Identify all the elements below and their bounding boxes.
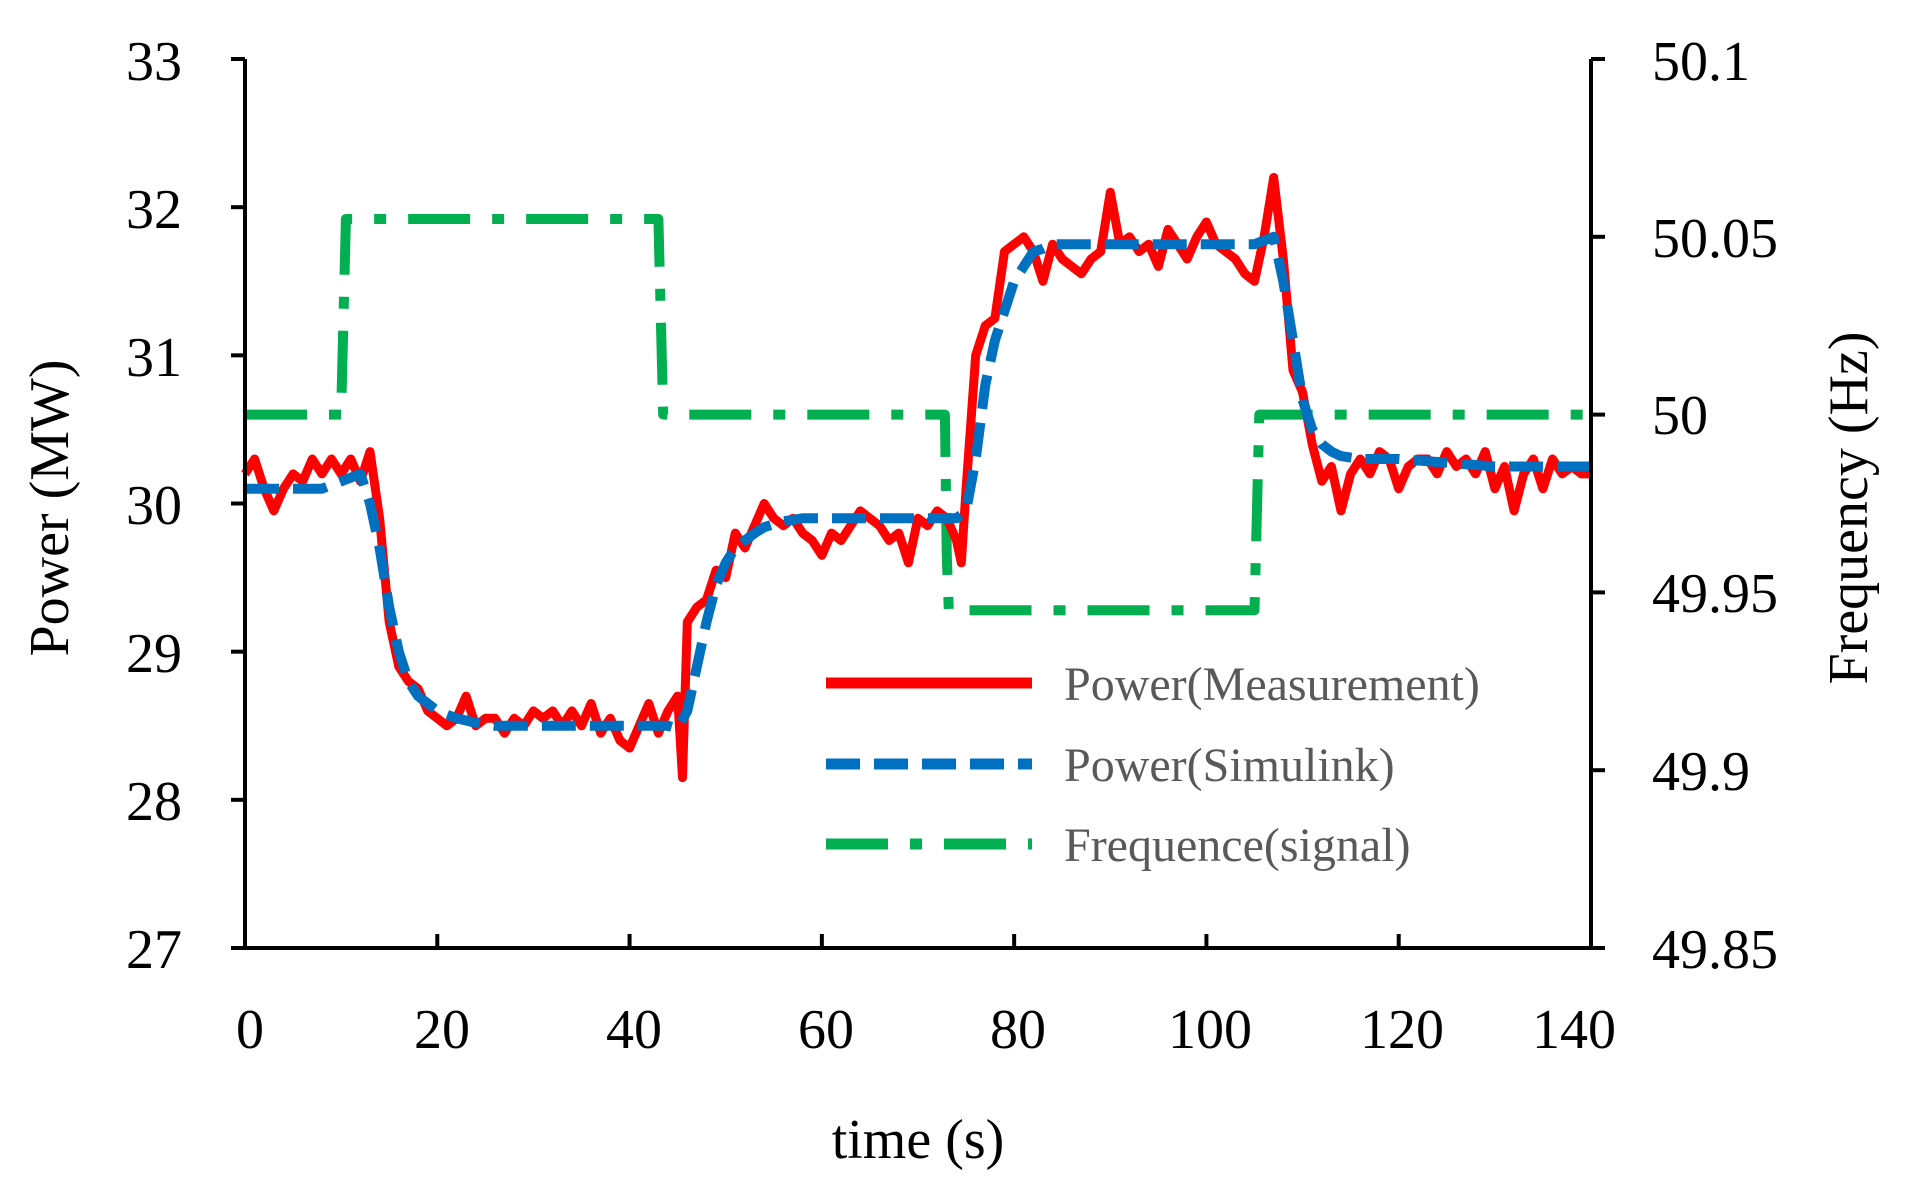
tick-labels: 0 20 40 60 80 100 120 140 27 28 29 30 31…: [126, 31, 1778, 1061]
y2-tick-label: 49.95: [1652, 563, 1778, 625]
legend-label-measurement: Power(Measurement): [1064, 658, 1480, 711]
series-line-frequency: [245, 214, 1591, 616]
x-tick-label: 60: [798, 999, 854, 1061]
y2-tick-label: 49.85: [1652, 919, 1778, 981]
y2-tick-label: 50.05: [1652, 208, 1778, 270]
plot-lines: [241, 173, 1591, 783]
x-tick-label: 80: [990, 999, 1046, 1061]
y-tick-label: 32: [126, 179, 182, 241]
y2-axis-title: Frequency (Hz): [1818, 332, 1880, 685]
y-tick-label: 31: [126, 327, 182, 389]
x-axis-title: time (s): [832, 1109, 1005, 1171]
x-tick-label: 40: [606, 999, 662, 1061]
series-line-measurement: [241, 173, 1591, 783]
y-tick-label: 33: [126, 31, 182, 93]
x-tick-label: 140: [1532, 999, 1616, 1061]
ticks: [231, 57, 1605, 950]
x-tick-label: 0: [236, 999, 264, 1061]
y-axis-title: Power (MW): [19, 359, 81, 656]
x-tick-label: 100: [1168, 999, 1252, 1061]
series-line-simulink: [245, 231, 1591, 734]
y2-tick-label: 50: [1652, 385, 1708, 447]
y-tick-label: 27: [126, 919, 182, 981]
y-tick-label: 29: [126, 623, 182, 685]
x-tick-label: 120: [1360, 999, 1444, 1061]
y2-tick-label: 50.1: [1652, 31, 1750, 93]
legend-label-frequency: Frequence(signal): [1064, 819, 1411, 872]
x-tick-label: 20: [414, 999, 470, 1061]
y-tick-label: 28: [126, 771, 182, 833]
y2-tick-label: 49.9: [1652, 741, 1750, 803]
legend: Power(Measurement) Power(Simulink) Frequ…: [826, 658, 1480, 872]
legend-label-simulink: Power(Simulink): [1064, 739, 1395, 792]
y-tick-label: 30: [126, 475, 182, 537]
